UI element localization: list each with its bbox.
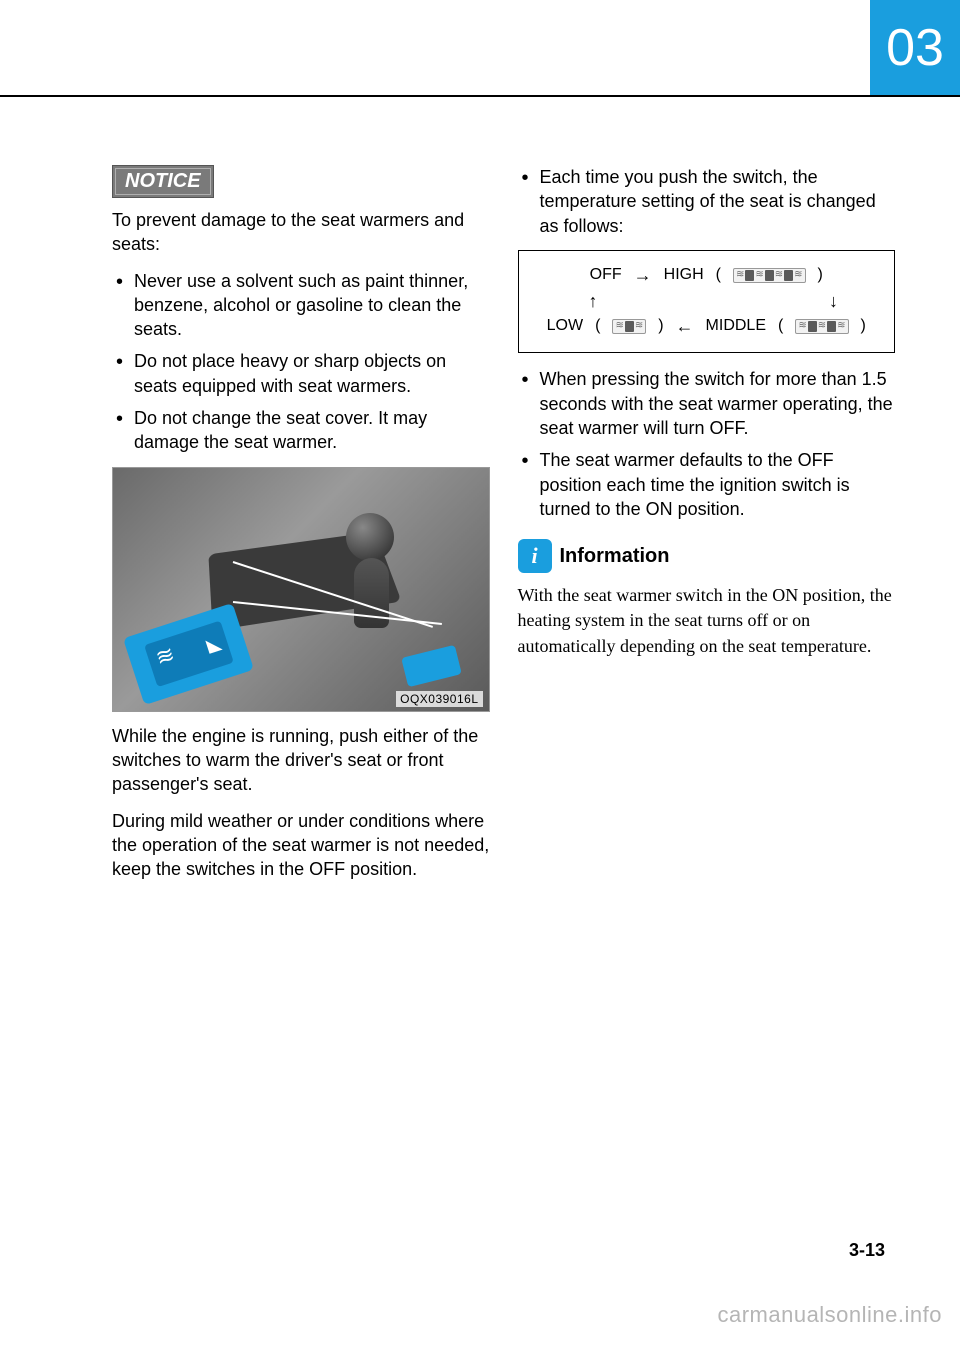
cycle-off: OFF	[590, 262, 622, 288]
heat-indicator-middle-icon: ≋≋≋	[795, 319, 848, 334]
page-number: 3-13	[849, 1240, 885, 1261]
notice-item: Do not change the seat cover. It may dam…	[112, 406, 490, 455]
header-rule	[0, 95, 960, 97]
seat-warmer-switch-photo: OQX039016L	[112, 467, 490, 712]
content-area: NOTICE To prevent damage to the seat war…	[112, 165, 895, 893]
photo-code: OQX039016L	[396, 691, 482, 707]
cycle-middle: MIDDLE	[706, 313, 766, 339]
info-title: Information	[560, 545, 670, 568]
heat-indicator-low-icon: ≋≋	[612, 319, 646, 334]
left-column: NOTICE To prevent damage to the seat war…	[112, 165, 490, 893]
cycle-diagram: OFF → HIGH ( ≋≋≋≋ ) ↑ ↓ LOW ( ≋≋ ) ←	[518, 250, 896, 354]
arrow-up-icon: ↑	[589, 292, 598, 310]
right-bullet: Each time you push the switch, the tempe…	[518, 165, 896, 238]
notice-intro: To prevent damage to the seat warmers an…	[112, 208, 490, 257]
right-bullet: The seat warmer defaults to the OFF posi…	[518, 448, 896, 521]
info-text: With the seat warmer switch in the ON po…	[518, 583, 896, 659]
right-bullet: When pressing the switch for more than 1…	[518, 367, 896, 440]
left-paragraph: During mild weather or under conditions …	[112, 809, 490, 882]
arrow-right-icon: →	[634, 261, 652, 290]
heat-indicator-high-icon: ≋≋≋≋	[733, 268, 806, 283]
right-list-bottom: When pressing the switch for more than 1…	[518, 367, 896, 521]
right-list-top: Each time you push the switch, the tempe…	[518, 165, 896, 238]
information-heading: i Information	[518, 539, 896, 573]
arrow-left-icon: ←	[676, 312, 694, 341]
notice-item: Do not place heavy or sharp objects on s…	[112, 349, 490, 398]
arrow-down-icon: ↓	[829, 292, 838, 310]
cycle-low: LOW	[547, 313, 583, 339]
notice-list: Never use a solvent such as paint thinne…	[112, 269, 490, 455]
watermark: carmanualsonline.info	[717, 1302, 942, 1328]
left-paragraph: While the engine is running, push either…	[112, 724, 490, 797]
notice-item: Never use a solvent such as paint thinne…	[112, 269, 490, 342]
right-column: Each time you push the switch, the tempe…	[518, 165, 896, 893]
info-icon: i	[518, 539, 552, 573]
notice-badge: NOTICE	[112, 165, 214, 198]
cycle-high: HIGH	[664, 262, 704, 288]
chapter-tab: 03	[870, 0, 960, 95]
